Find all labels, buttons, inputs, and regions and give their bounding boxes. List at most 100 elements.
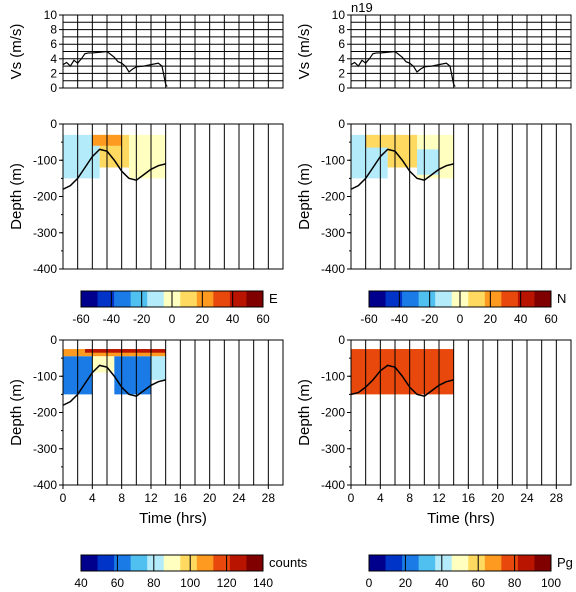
colorbar-swatch — [435, 291, 453, 307]
colorbar-tick-label: 80 — [508, 576, 522, 590]
figure-label: n19 — [351, 0, 373, 15]
seabed-line — [350, 148, 454, 190]
axes-frame — [350, 14, 572, 89]
colorbar-label: Pg — [557, 555, 573, 570]
colorbar-swatch — [534, 291, 552, 307]
colorbar-tick-label: -20 — [133, 312, 151, 326]
x-tick-label: 4 — [89, 491, 96, 505]
colorbar-tick-label: 20 — [399, 576, 413, 590]
axes-frame — [62, 14, 284, 89]
y-tick-label: 10 — [332, 8, 346, 22]
colorbar-swatch — [196, 291, 214, 307]
y-tick-label: -300 — [33, 226, 57, 240]
y-tick-label: -400 — [321, 262, 345, 276]
y-tick-label: 4 — [338, 52, 345, 66]
colorbar-label: counts — [269, 555, 308, 570]
colorbar-tick-label: 60 — [256, 312, 270, 326]
y-tick-label: -300 — [321, 442, 345, 456]
colorbar-swatch — [246, 555, 264, 571]
colorbar-swatch — [517, 291, 535, 307]
colorbar-swatch — [369, 555, 387, 571]
colorbar-tick-label: 40 — [514, 312, 528, 326]
y-tick-label: 4 — [50, 52, 57, 66]
colorbar-tick-label: -60 — [360, 312, 378, 326]
y-axis-label: Vs (m/s) — [8, 24, 25, 80]
y-tick-label: -400 — [33, 262, 57, 276]
colorbar-swatch — [97, 555, 115, 571]
heatmap-cell — [114, 356, 151, 395]
y-tick-label: -200 — [33, 406, 57, 420]
series-line — [62, 50, 168, 87]
y-tick-label: 0 — [50, 81, 57, 95]
heatmap-cell — [395, 349, 439, 377]
colorbar-tick-label: -20 — [421, 312, 439, 326]
colorbar-tick-label: -40 — [103, 312, 121, 326]
y-tick-label: 0 — [338, 117, 345, 131]
x-tick-label: 20 — [491, 491, 505, 505]
y-tick-label: -300 — [321, 226, 345, 240]
colorbar-swatch — [196, 555, 214, 571]
y-tick-label: 10 — [44, 8, 58, 22]
y-tick-label: 0 — [338, 333, 345, 347]
colorbar-swatch — [402, 291, 420, 307]
colorbar-swatch — [213, 291, 231, 307]
colorbar-swatch — [435, 555, 453, 571]
colorbar-swatch — [180, 555, 198, 571]
colorbar-tick-label: 40 — [74, 576, 88, 590]
colorbar-tick-label: 0 — [169, 312, 176, 326]
colorbar-swatch — [501, 555, 519, 571]
colorbar-N: -60 -40 -20 0 20 40 60 N — [360, 290, 566, 326]
x-tick-label: 28 — [262, 491, 276, 505]
y-tick-label: 6 — [50, 37, 57, 51]
seabed-line — [62, 364, 166, 406]
colorbar-swatch — [369, 291, 387, 307]
colorbar-swatch — [130, 291, 148, 307]
y-tick-label: 8 — [50, 23, 57, 37]
colorbar-swatch — [147, 555, 165, 571]
colorbar-swatch — [385, 291, 403, 307]
colorbar-tick-label: 40 — [226, 312, 240, 326]
colorbar-E: -60 -40 -20 0 20 40 60 E — [72, 290, 278, 326]
colorbar-swatch — [229, 291, 247, 307]
colorbar-swatch — [130, 555, 148, 571]
x-axis-label: Time (hrs) — [139, 510, 207, 527]
y-tick-label: -200 — [321, 406, 345, 420]
colorbar-label: E — [269, 291, 278, 306]
y-tick-label: -400 — [33, 478, 57, 492]
colorbar-tick-label: 80 — [147, 576, 161, 590]
colorbar-swatch — [402, 555, 420, 571]
colorbar-tick-label: 20 — [484, 312, 498, 326]
colorbar-swatch — [180, 291, 198, 307]
colorbar-tick-label: 20 — [196, 312, 210, 326]
x-tick-label: 24 — [232, 491, 246, 505]
y-axis-label: Depth (m) — [296, 163, 313, 230]
y-tick-label: 6 — [338, 37, 345, 51]
colorbar-swatch — [385, 555, 403, 571]
colorbar-tick-label: 120 — [217, 576, 237, 590]
colorbar-swatch — [229, 555, 247, 571]
y-tick-label: 0 — [50, 333, 57, 347]
heatmap-cell — [85, 349, 166, 353]
y-tick-label: 8 — [338, 23, 345, 37]
colorbar-swatch — [213, 555, 231, 571]
y-axis-label: Depth (m) — [296, 379, 313, 446]
x-tick-label: 0 — [60, 491, 67, 505]
colorbar-tick-label: 100 — [180, 576, 200, 590]
y-tick-label: 0 — [338, 81, 345, 95]
colorbar-swatch — [114, 555, 132, 571]
y-axis-label: Vs (m/s) — [296, 24, 313, 80]
x-tick-label: 24 — [520, 491, 534, 505]
colorbar-swatch — [468, 291, 486, 307]
y-tick-label: -200 — [33, 190, 57, 204]
colorbar-Pg: 0 20 40 60 80 100 Pg — [366, 554, 573, 590]
colorbar-tick-label: 60 — [544, 312, 558, 326]
x-tick-label: 28 — [550, 491, 564, 505]
colorbar-tick-label: 40 — [435, 576, 449, 590]
colorbar-swatch — [418, 555, 436, 571]
colorbar-tick-label: 60 — [472, 576, 486, 590]
colorbar-label: N — [557, 291, 566, 306]
y-tick-label: -300 — [33, 442, 57, 456]
heatmap-cell — [151, 356, 166, 380]
y-tick-label: 0 — [50, 117, 57, 131]
